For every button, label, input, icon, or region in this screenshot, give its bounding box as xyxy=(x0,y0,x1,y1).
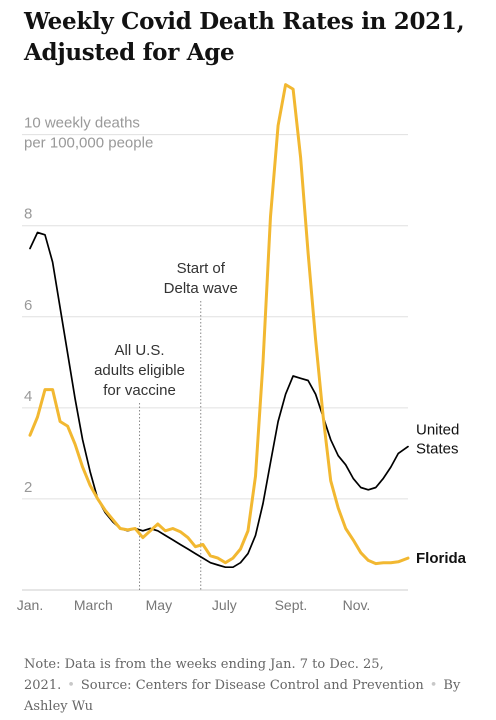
x-tick-label: March xyxy=(74,597,113,613)
y-tick-label: 6 xyxy=(24,297,32,314)
x-tick-label: July xyxy=(212,597,237,613)
series-line-united-states xyxy=(29,231,409,569)
line-chart: 2 4 6 8 10 weekly deaths per 100,000 people Ja… xyxy=(17,83,467,613)
x-tick-label: Sept. xyxy=(275,597,308,613)
annotation-text: Start of xyxy=(177,260,226,277)
grid-lines xyxy=(22,134,408,591)
separator-dot: • xyxy=(67,678,75,693)
annotation-text: adults eligible xyxy=(94,362,185,379)
separator-dot: • xyxy=(429,678,438,693)
footer-source: Source: Centers for Disease Control and … xyxy=(80,678,424,693)
y-axis-label: per 100,000 people xyxy=(24,135,153,152)
chart-footer: Note: Data is from the weeks ending Jan.… xyxy=(24,654,474,717)
footer-note: Note: Data is from the weeks ending Jan.… xyxy=(24,657,384,693)
y-tick-label: 8 xyxy=(24,206,32,223)
series-label: United xyxy=(416,422,459,439)
series-lines xyxy=(28,83,410,569)
annotations xyxy=(139,301,202,590)
series-label: States xyxy=(416,441,459,458)
annotation-text: for vaccine xyxy=(103,382,176,399)
series-line-florida xyxy=(28,83,410,566)
x-tick-label: May xyxy=(146,597,172,613)
x-tick-label: Nov. xyxy=(343,597,371,613)
annotation-text: All U.S. xyxy=(115,342,165,359)
y-tick-label: 4 xyxy=(24,388,32,405)
series-label: Florida xyxy=(416,550,467,567)
y-tick-label: 2 xyxy=(24,479,32,496)
chart-labels: 2 4 6 8 10 weekly deaths per 100,000 people Ja… xyxy=(17,115,467,613)
chart-title: Weekly Covid Death Rates in 2021, Adjust… xyxy=(24,8,465,66)
annotation-text: Delta wave xyxy=(164,280,238,297)
y-axis-label: 10 weekly deaths xyxy=(24,115,140,132)
x-tick-label: Jan. xyxy=(17,597,43,613)
footer-byline: By Ashley Wu xyxy=(24,678,461,714)
